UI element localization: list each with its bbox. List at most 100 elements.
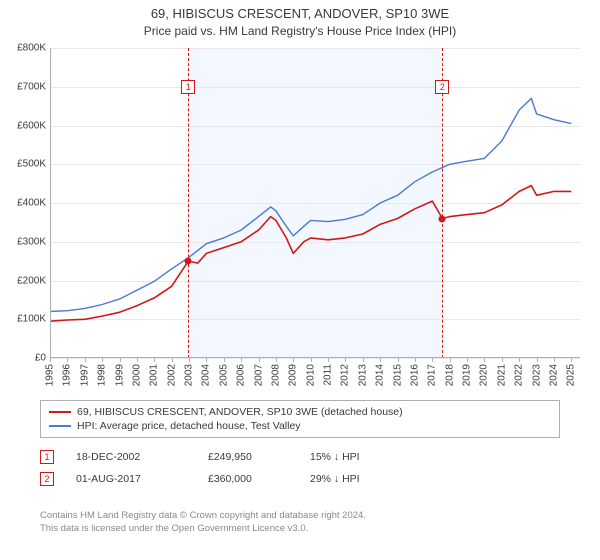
x-tick [50, 358, 51, 362]
footer-line1: Contains HM Land Registry data © Crown c… [40, 510, 560, 523]
x-tick [120, 358, 121, 362]
y-tick-label: £400K [17, 198, 46, 209]
x-tick-label: 2019 [462, 364, 473, 386]
x-tick-label: 1998 [97, 364, 108, 386]
event-row-price: £360,000 [208, 473, 288, 485]
x-tick [554, 358, 555, 362]
legend-swatch [49, 425, 71, 427]
event-row-diff: 29% ↓ HPI [310, 473, 400, 485]
x-tick [432, 358, 433, 362]
x-tick-label: 2000 [131, 364, 142, 386]
event-row-marker: 1 [40, 450, 54, 464]
x-tick-label: 2012 [340, 364, 351, 386]
footer-line2: This data is licensed under the Open Gov… [40, 523, 560, 536]
x-tick-label: 1997 [79, 364, 90, 386]
x-tick-label: 1996 [62, 364, 73, 386]
y-tick-label: £500K [17, 159, 46, 170]
legend-label: 69, HIBISCUS CRESCENT, ANDOVER, SP10 3WE… [77, 406, 403, 418]
plot-area: £0£100K£200K£300K£400K£500K£600K£700K£80… [50, 48, 580, 358]
x-tick-label: 2009 [288, 364, 299, 386]
event-row: 1 18-DEC-2002 £249,950 15% ↓ HPI [40, 446, 560, 468]
y-tick-label: £800K [17, 43, 46, 54]
y-tick-label: £700K [17, 81, 46, 92]
axis-left [50, 48, 51, 358]
x-tick [450, 358, 451, 362]
events-table: 1 18-DEC-2002 £249,950 15% ↓ HPI 2 01-AUG-201… [40, 446, 560, 490]
event-row-date: 01-AUG-2017 [76, 473, 186, 485]
x-tick-label: 1999 [114, 364, 125, 386]
x-tick-label: 2015 [392, 364, 403, 386]
x-tick [259, 358, 260, 362]
x-tick [363, 358, 364, 362]
y-tick-label: £100K [17, 314, 46, 325]
y-tick-label: £300K [17, 236, 46, 247]
x-tick-label: 2025 [566, 364, 577, 386]
x-tick-label: 2020 [479, 364, 490, 386]
x-tick-label: 2024 [548, 364, 559, 386]
x-tick-label: 2001 [149, 364, 160, 386]
x-tick-label: 2004 [201, 364, 212, 386]
gridline [50, 358, 580, 359]
event-row-diff: 15% ↓ HPI [310, 451, 400, 463]
event-row-marker: 2 [40, 472, 54, 486]
x-tick-label: 2017 [427, 364, 438, 386]
series-svg [50, 48, 580, 358]
x-tick-label: 2016 [409, 364, 420, 386]
sale-dot [439, 215, 446, 222]
series-hpi [50, 98, 571, 311]
x-tick [206, 358, 207, 362]
sale-dot [185, 258, 192, 265]
x-tick [571, 358, 572, 362]
x-tick [154, 358, 155, 362]
legend-label: HPI: Average price, detached house, Test… [77, 420, 301, 432]
y-tick-label: £0 [35, 353, 46, 364]
x-tick [67, 358, 68, 362]
x-tick [85, 358, 86, 362]
x-tick [189, 358, 190, 362]
x-tick [137, 358, 138, 362]
x-tick [224, 358, 225, 362]
y-tick-label: £200K [17, 275, 46, 286]
x-tick-label: 2003 [184, 364, 195, 386]
x-tick-label: 2021 [496, 364, 507, 386]
x-tick [102, 358, 103, 362]
event-marker: 1 [181, 80, 195, 94]
x-tick [519, 358, 520, 362]
x-tick-label: 2023 [531, 364, 542, 386]
x-tick [484, 358, 485, 362]
x-tick [502, 358, 503, 362]
x-tick [537, 358, 538, 362]
chart-subtitle: Price paid vs. HM Land Registry's House … [0, 24, 600, 38]
x-tick-label: 2010 [305, 364, 316, 386]
footer-text: Contains HM Land Registry data © Crown c… [40, 510, 560, 536]
x-tick-label: 2008 [270, 364, 281, 386]
x-tick-label: 2005 [218, 364, 229, 386]
x-tick [328, 358, 329, 362]
x-tick [311, 358, 312, 362]
axis-bottom [50, 357, 580, 358]
chart-root: 69, HIBISCUS CRESCENT, ANDOVER, SP10 3WE… [0, 0, 600, 560]
x-tick-label: 2022 [514, 364, 525, 386]
chart-title: 69, HIBISCUS CRESCENT, ANDOVER, SP10 3WE [0, 6, 600, 21]
x-tick-label: 2011 [323, 364, 334, 386]
series-property [50, 186, 571, 322]
x-tick-label: 2013 [357, 364, 368, 386]
legend-box: 69, HIBISCUS CRESCENT, ANDOVER, SP10 3WE… [40, 400, 560, 438]
x-tick-label: 1995 [45, 364, 56, 386]
event-row: 2 01-AUG-2017 £360,000 29% ↓ HPI [40, 468, 560, 490]
event-marker: 2 [435, 80, 449, 94]
x-tick-label: 2006 [236, 364, 247, 386]
x-tick [398, 358, 399, 362]
x-tick [415, 358, 416, 362]
legend-swatch [49, 411, 71, 413]
event-row-date: 18-DEC-2002 [76, 451, 186, 463]
event-row-price: £249,950 [208, 451, 288, 463]
y-tick-label: £600K [17, 120, 46, 131]
x-tick [172, 358, 173, 362]
x-tick [241, 358, 242, 362]
legend-item: 69, HIBISCUS CRESCENT, ANDOVER, SP10 3WE… [49, 405, 551, 419]
x-tick-label: 2018 [444, 364, 455, 386]
x-tick [345, 358, 346, 362]
x-tick [467, 358, 468, 362]
x-tick-label: 2002 [166, 364, 177, 386]
